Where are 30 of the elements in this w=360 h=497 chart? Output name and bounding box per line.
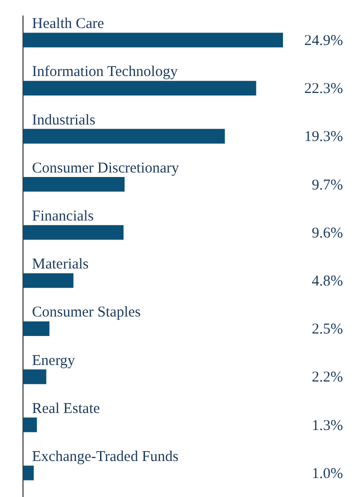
bar [23, 32, 283, 48]
bar [23, 369, 46, 384]
y-tick-label: Health Care [32, 16, 104, 32]
y-tick-label: Consumer Discretionary [32, 160, 180, 176]
data-label: 24.9% [304, 32, 343, 49]
bar [23, 321, 50, 336]
y-tick-label: Energy [32, 352, 76, 369]
bar [23, 80, 256, 96]
y-tick-label: Information Technology [32, 64, 178, 80]
bar [23, 177, 125, 192]
bar [23, 418, 37, 432]
y-tick-label: Materials [32, 256, 89, 273]
bar [23, 225, 124, 240]
data-label: 2.5% [312, 322, 343, 338]
y-tick-label: Exchange-Traded Funds [32, 448, 179, 465]
bar [23, 273, 74, 288]
y-tick-label: Real Estate [32, 400, 100, 417]
data-label: 1.0% [312, 466, 343, 482]
data-label: 2.2% [312, 370, 343, 386]
data-label: 1.3% [312, 418, 343, 434]
data-label: 9.7% [312, 177, 343, 194]
y-tick-label: Consumer Staples [32, 304, 141, 321]
y-tick-label: Financials [32, 208, 94, 224]
bar [23, 466, 34, 480]
data-label: 9.6% [312, 225, 343, 242]
data-label: 4.8% [312, 273, 343, 290]
data-label: 19.3% [304, 129, 343, 146]
y-tick-label: Industrials [32, 112, 96, 128]
data-label: 22.3% [304, 81, 343, 98]
bar [23, 128, 225, 144]
